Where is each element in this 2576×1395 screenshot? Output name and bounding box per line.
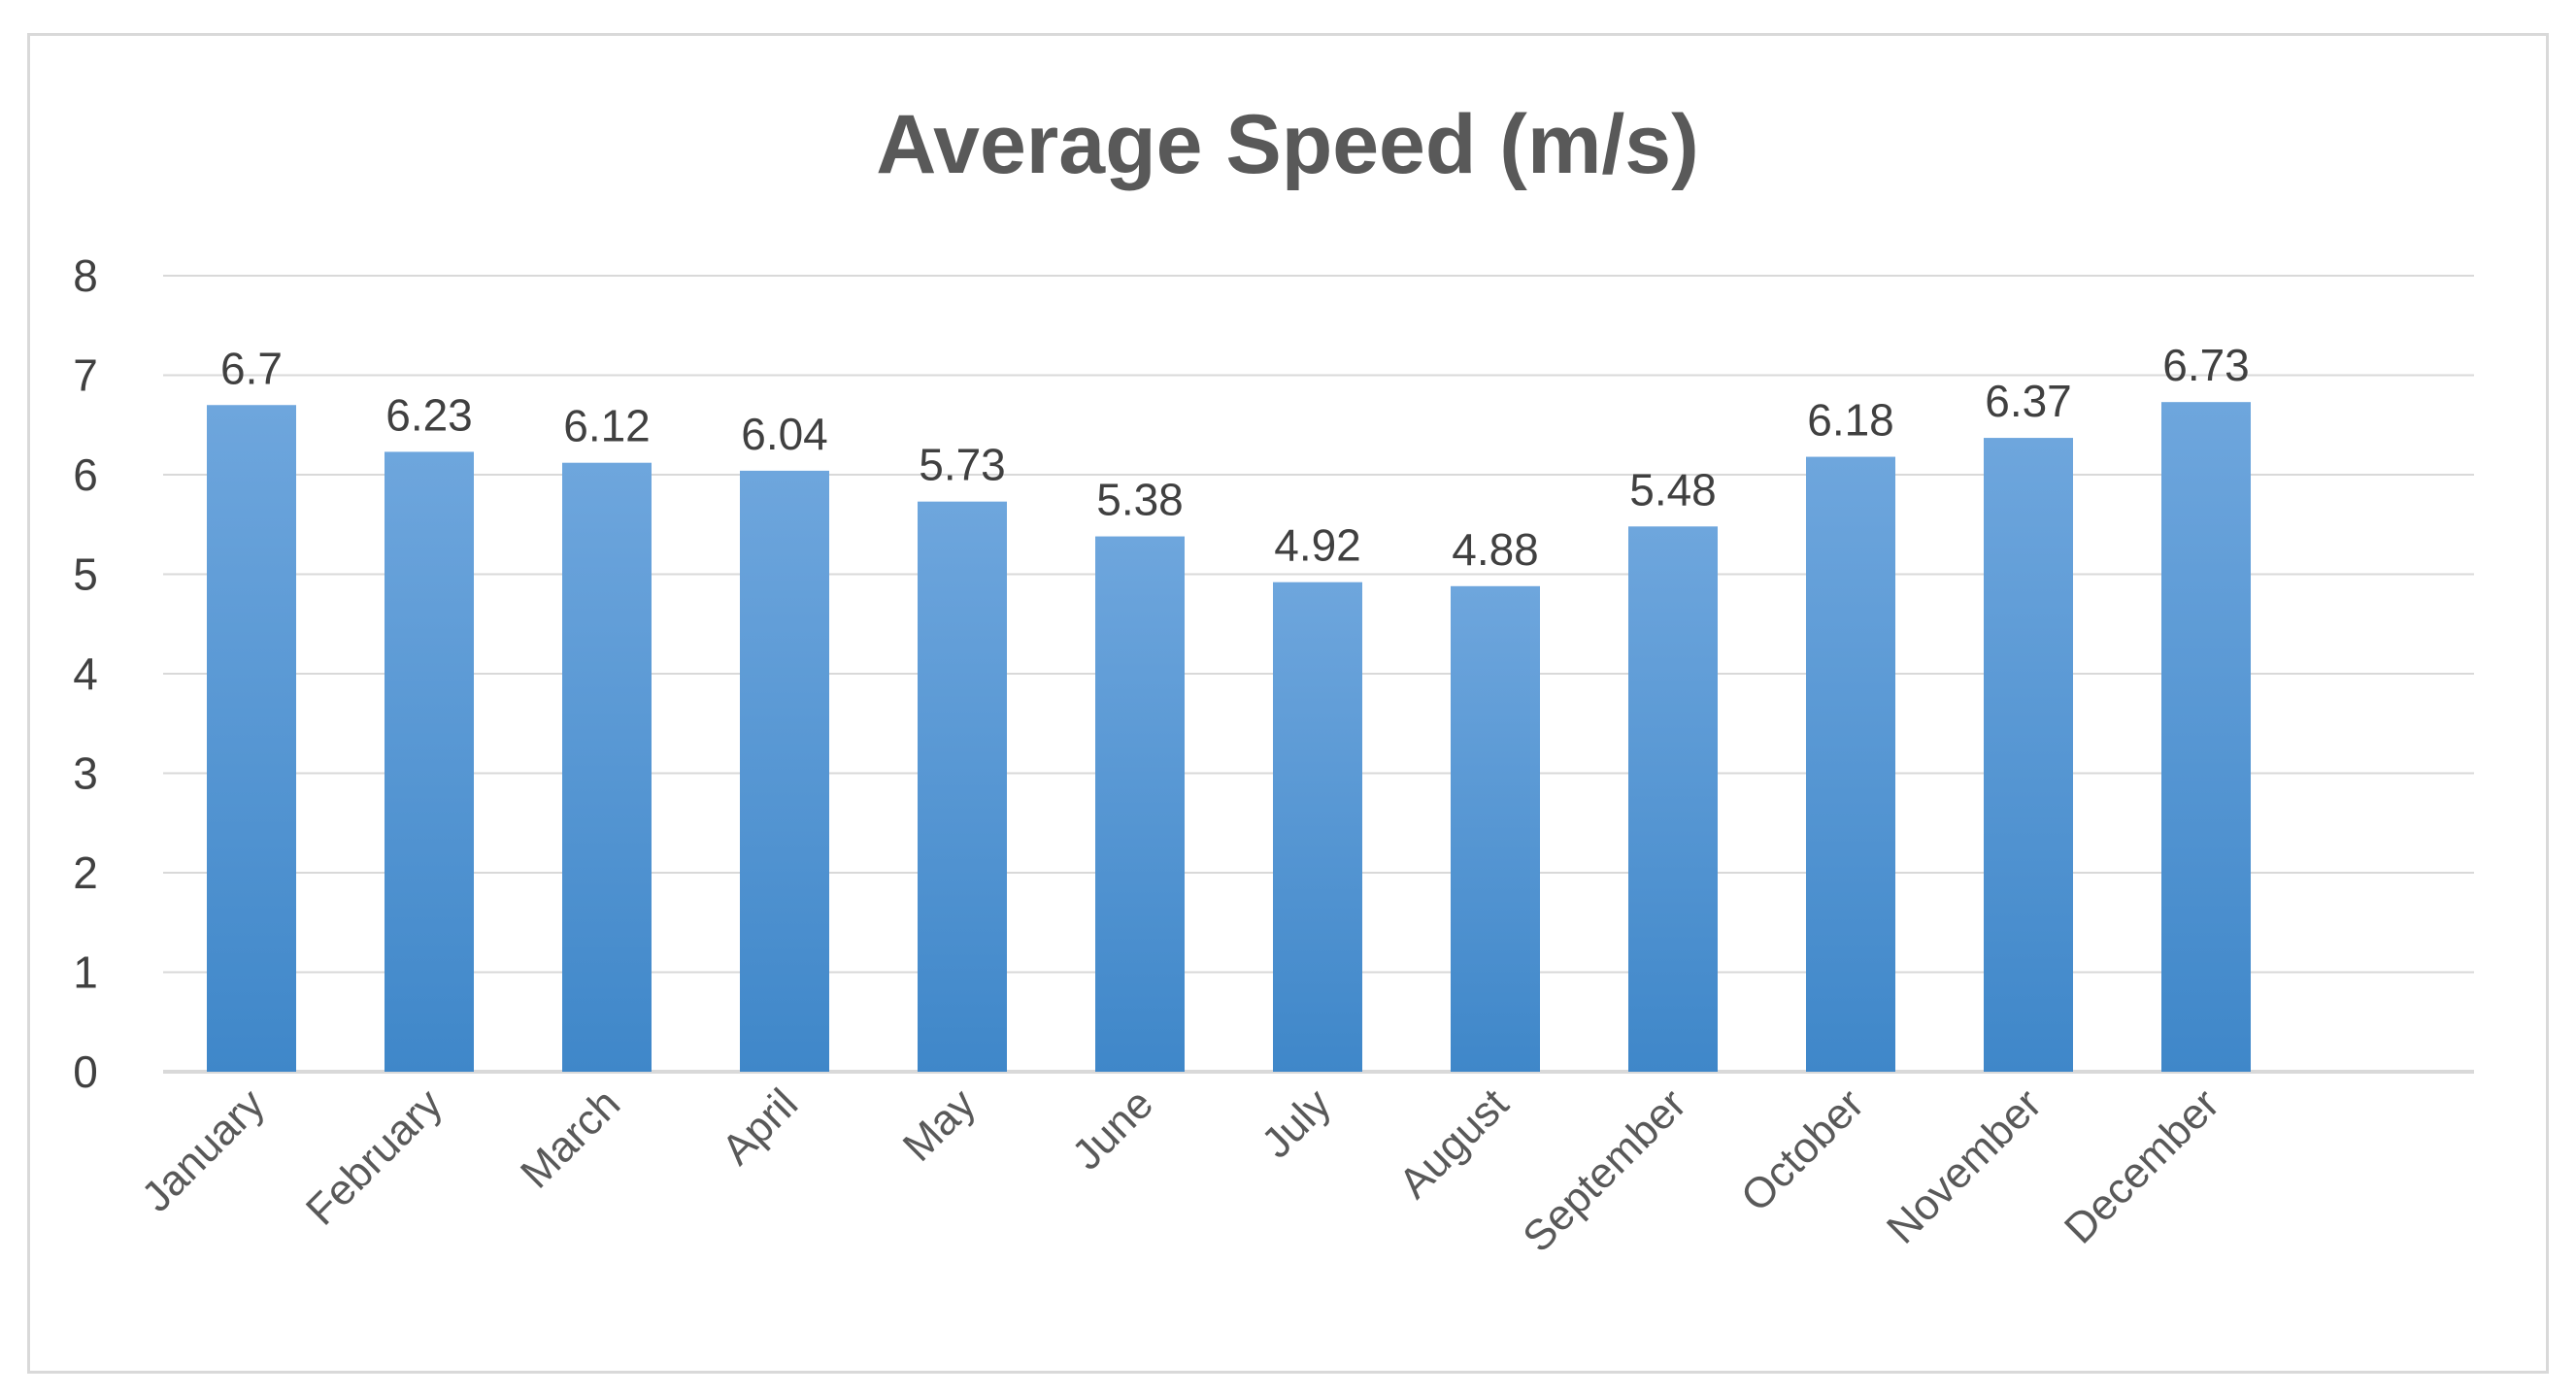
bar-august [1451, 585, 1540, 1072]
y-tick-label: 2 [73, 847, 98, 898]
y-tick-label: 1 [73, 947, 98, 998]
y-axis-ticks: 0 1 2 3 4 5 6 7 8 [73, 250, 98, 1097]
x-category-label: February [297, 1079, 452, 1234]
data-label: 5.73 [919, 440, 1006, 490]
y-tick-label: 3 [73, 748, 98, 799]
bar-february [385, 451, 474, 1072]
x-category-label: April [713, 1079, 807, 1174]
data-label: 6.04 [741, 409, 828, 459]
data-label: 6.18 [1807, 395, 1894, 446]
data-label: 5.48 [1629, 464, 1717, 515]
bar-june [1095, 536, 1185, 1072]
x-category-label: October [1732, 1079, 1873, 1220]
bar-april [740, 470, 829, 1072]
x-category-label: November [1878, 1079, 2051, 1252]
x-axis-categories: January February March April May June July Augu… [133, 1079, 2228, 1261]
bar-january [207, 405, 296, 1072]
bar-december [2161, 402, 2251, 1072]
y-tick-label: 0 [73, 1046, 98, 1097]
x-category-label: January [133, 1079, 274, 1220]
data-label: 5.38 [1096, 475, 1184, 525]
data-label: 4.92 [1274, 520, 1361, 571]
y-tick-label: 5 [73, 549, 98, 600]
bars [207, 402, 2251, 1072]
data-label: 6.73 [2162, 340, 2250, 390]
y-tick-label: 4 [73, 648, 98, 699]
y-tick-label: 6 [73, 449, 98, 500]
bar-september [1628, 526, 1718, 1072]
chart-title: Average Speed (m/s) [876, 98, 1699, 191]
x-category-label: March [512, 1079, 629, 1197]
x-category-label: May [894, 1079, 985, 1170]
data-label: 6.37 [1985, 376, 2072, 426]
gridlines [163, 275, 2474, 1074]
data-label: 6.7 [220, 343, 283, 393]
data-label: 4.88 [1452, 524, 1539, 575]
bar-october [1806, 456, 1895, 1072]
x-category-label: July [1253, 1079, 1340, 1167]
bar-may [918, 501, 1007, 1072]
x-category-label: August [1390, 1079, 1519, 1208]
bar-november [1984, 438, 2073, 1072]
data-label: 6.12 [563, 401, 651, 451]
data-label: 6.23 [385, 389, 473, 440]
data-labels: 6.7 6.23 6.12 6.04 5.73 5.38 4.92 4.88 5.48 6.18 6… [220, 340, 2250, 575]
x-category-label: June [1063, 1079, 1162, 1179]
x-category-label: September [1514, 1079, 1695, 1261]
bar-july [1273, 581, 1362, 1072]
y-tick-label: 8 [73, 250, 98, 301]
x-category-label: December [2056, 1079, 2228, 1252]
y-tick-label: 7 [73, 350, 98, 401]
bar-march [562, 462, 652, 1072]
